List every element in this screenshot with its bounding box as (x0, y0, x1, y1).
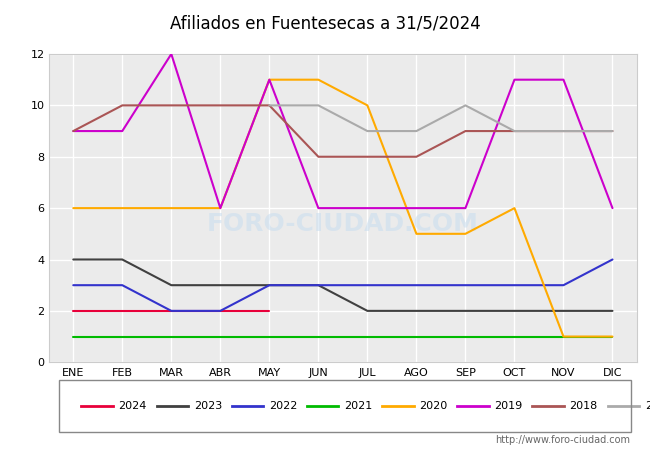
Text: 2023: 2023 (194, 401, 222, 411)
Text: 2019: 2019 (495, 401, 523, 411)
Text: 2022: 2022 (269, 401, 297, 411)
Text: 2024: 2024 (118, 401, 147, 411)
Text: http://www.foro-ciudad.com: http://www.foro-ciudad.com (495, 435, 630, 445)
Text: Afiliados en Fuentesecas a 31/5/2024: Afiliados en Fuentesecas a 31/5/2024 (170, 14, 480, 32)
Text: 2018: 2018 (569, 401, 598, 411)
Text: FORO-CIUDAD.COM: FORO-CIUDAD.COM (207, 212, 479, 235)
Text: 2021: 2021 (344, 401, 372, 411)
Text: 2020: 2020 (419, 401, 447, 411)
Text: 2017: 2017 (645, 401, 650, 411)
